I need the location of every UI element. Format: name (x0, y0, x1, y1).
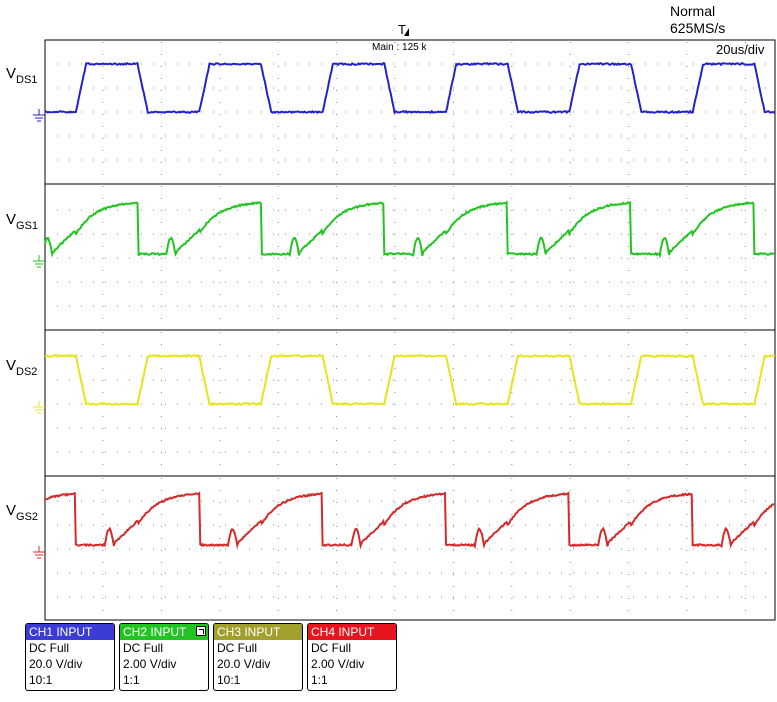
timebase: 20us/div (716, 42, 764, 57)
ground-marker-2-icon (33, 255, 45, 267)
trace-label-1: VDS1 (6, 65, 37, 86)
ch2-probe: 1:1 (120, 672, 208, 688)
ch4-scale: 2.00 V/div (308, 656, 396, 672)
ch4-probe: 1:1 (308, 672, 396, 688)
waveform-traces (45, 63, 775, 546)
graticule (45, 40, 775, 620)
acquisition-mode: Normal (670, 3, 715, 19)
ch3-panel[interactable]: CH3 INPUT DC Full 20.0 V/div 10:1 (213, 623, 303, 691)
trace-label-sub: GS2 (16, 511, 38, 523)
ch4-header[interactable]: CH4 INPUT (308, 624, 396, 640)
ch1-probe: 10:1 (26, 672, 114, 688)
ch2-header[interactable]: CH2 INPUT (120, 624, 208, 640)
trace-gs1 (45, 202, 774, 255)
ch2-coupling: DC Full (120, 640, 208, 656)
ch3-probe: 10:1 (214, 672, 302, 688)
ch2-header-label: CH2 INPUT (123, 625, 186, 639)
trace-label-sub: DS1 (16, 74, 37, 86)
ch2-scale: 2.00 V/div (120, 656, 208, 672)
trace-label-main: V (6, 502, 16, 519)
ground-marker-4-icon (33, 546, 45, 558)
trace-label-3: VDS2 (6, 357, 37, 378)
trace-label-2: VGS1 (6, 211, 38, 232)
panel-frame-3 (45, 330, 775, 476)
sample-rate: 625MS/s (670, 20, 725, 36)
trace-ds2 (45, 355, 775, 405)
trace-label-sub: DS2 (16, 366, 37, 378)
trace-label-sub: GS1 (16, 220, 38, 232)
trace-label-4: VGS2 (6, 502, 38, 523)
trace-label-main: V (6, 357, 16, 374)
trace-label-main: V (6, 211, 16, 228)
ch3-coupling: DC Full (214, 640, 302, 656)
trace-gs2 (45, 493, 774, 546)
ch4-panel[interactable]: CH4 INPUT DC Full 2.00 V/div 1:1 (307, 623, 397, 691)
ch3-scale: 20.0 V/div (214, 656, 302, 672)
ch3-header[interactable]: CH3 INPUT (214, 624, 302, 640)
ch1-scale: 20.0 V/div (26, 656, 114, 672)
ch2-panel[interactable]: CH2 INPUT DC Full 2.00 V/div 1:1 (119, 623, 209, 691)
ch1-header[interactable]: CH1 INPUT (26, 624, 114, 640)
ch2-selected-icon (196, 626, 206, 636)
channel-labels: VDS1VGS1VDS2VGS2 (6, 65, 45, 558)
trace-ds1 (45, 63, 775, 113)
ch4-coupling: DC Full (308, 640, 396, 656)
panel-frame-2 (45, 184, 775, 330)
ch1-panel[interactable]: CH1 INPUT DC Full 20.0 V/div 10:1 (25, 623, 115, 691)
ch1-coupling: DC Full (26, 640, 114, 656)
trigger-label: T (398, 22, 406, 37)
ground-marker-1-icon (33, 109, 45, 121)
trigger-main-position: Main : 125 k (372, 42, 426, 53)
ground-marker-3-icon (33, 401, 45, 413)
trace-label-main: V (6, 65, 16, 82)
